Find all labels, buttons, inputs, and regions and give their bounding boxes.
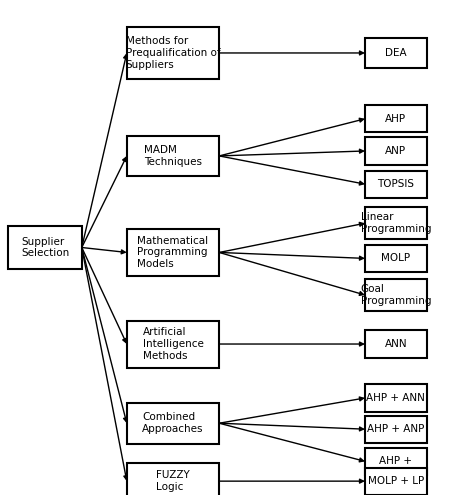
Text: DEA: DEA (385, 48, 407, 58)
FancyBboxPatch shape (365, 384, 427, 412)
Text: Methods for
Prequalification of
Suppliers: Methods for Prequalification of Supplier… (126, 36, 220, 70)
Text: TOPSIS: TOPSIS (377, 179, 414, 189)
Text: ANN: ANN (384, 339, 407, 349)
Text: AHP + ANP: AHP + ANP (367, 424, 425, 434)
Text: MADM
Techniques: MADM Techniques (144, 145, 202, 167)
FancyBboxPatch shape (365, 279, 427, 311)
FancyBboxPatch shape (127, 321, 219, 367)
Text: MOLP + LP: MOLP + LP (368, 476, 424, 486)
FancyBboxPatch shape (365, 245, 427, 272)
Text: AHP + ANN: AHP + ANN (366, 393, 425, 403)
FancyBboxPatch shape (365, 170, 427, 198)
Text: AHP +: AHP + (379, 456, 412, 466)
Text: MOLP: MOLP (381, 253, 410, 263)
FancyBboxPatch shape (365, 447, 427, 475)
Text: FUZZY
Logic: FUZZY Logic (156, 470, 190, 492)
FancyBboxPatch shape (365, 467, 427, 495)
FancyBboxPatch shape (365, 137, 427, 164)
FancyBboxPatch shape (127, 403, 219, 444)
Text: Goal
Programming: Goal Programming (361, 284, 431, 306)
FancyBboxPatch shape (127, 229, 219, 276)
FancyBboxPatch shape (8, 227, 82, 268)
FancyBboxPatch shape (365, 416, 427, 443)
Text: Combined
Approaches: Combined Approaches (142, 412, 204, 434)
Text: Supplier
Selection: Supplier Selection (21, 237, 69, 258)
FancyBboxPatch shape (365, 207, 427, 239)
FancyBboxPatch shape (127, 27, 219, 79)
Text: ANP: ANP (385, 146, 406, 156)
Text: Linear
Programming: Linear Programming (361, 212, 431, 234)
FancyBboxPatch shape (365, 105, 427, 132)
Text: Artificial
Intelligence
Methods: Artificial Intelligence Methods (143, 327, 203, 361)
FancyBboxPatch shape (127, 136, 219, 176)
Text: Mathematical
Programming
Models: Mathematical Programming Models (137, 236, 209, 269)
FancyBboxPatch shape (365, 331, 427, 357)
FancyBboxPatch shape (365, 38, 427, 68)
Text: AHP: AHP (385, 114, 406, 124)
FancyBboxPatch shape (127, 463, 219, 495)
